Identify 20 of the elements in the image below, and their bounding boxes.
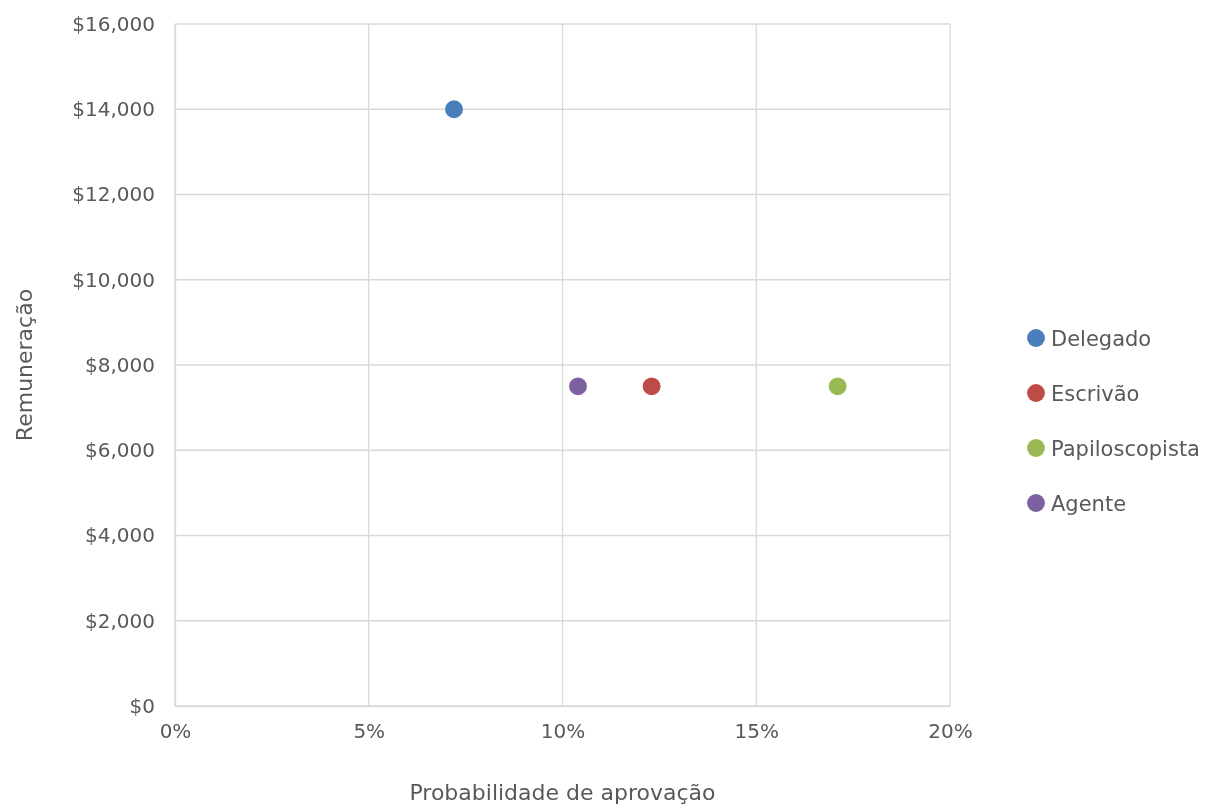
y-tick-label: $8,000 [85,352,155,377]
y-tick-label: $12,000 [72,182,155,207]
y-tick-label: $14,000 [72,97,155,122]
legend-label: Papiloscopista [1051,437,1200,461]
x-axis-title: Probabilidade de aprovação [409,780,716,805]
y-tick-label: $16,000 [72,11,155,36]
y-axis-title: Remuneração [12,288,37,442]
legend-label: Delegado [1051,327,1152,351]
legend-label: Agente [1051,492,1127,516]
x-tick-label: 0% [159,719,192,744]
y-tick-label: $4,000 [85,523,155,548]
legend-label: Escrivão [1051,382,1140,406]
y-tick-label: $0 [129,693,155,718]
y-tick-label: $10,000 [72,267,155,292]
x-tick-label: 5% [353,719,386,744]
x-tick-label: 20% [928,719,973,744]
y-tick-label: $6,000 [85,438,155,463]
y-tick-label: $2,000 [85,608,155,633]
x-tick-label: 15% [734,719,779,744]
x-tick-label: 10% [540,719,586,744]
